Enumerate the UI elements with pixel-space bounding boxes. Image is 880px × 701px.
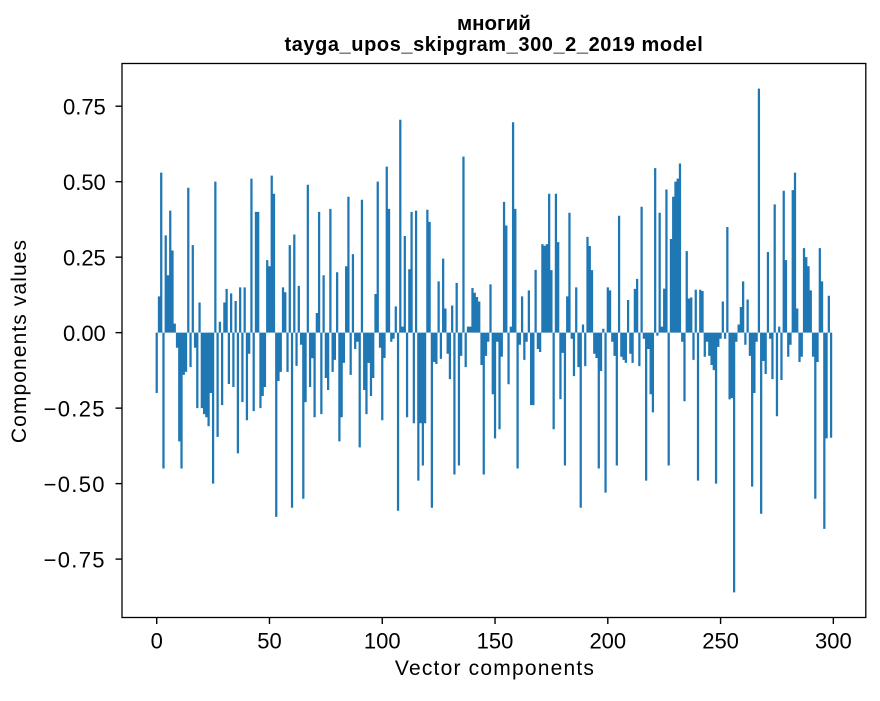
svg-text:200: 200 — [589, 629, 626, 654]
svg-text:50: 50 — [257, 629, 281, 654]
svg-text:0: 0 — [151, 629, 163, 654]
svg-text:−0.75: −0.75 — [44, 547, 106, 572]
svg-text:0.75: 0.75 — [63, 94, 106, 119]
svg-text:Vector components: Vector components — [395, 657, 595, 680]
svg-text:−0.25: −0.25 — [44, 396, 106, 421]
svg-text:100: 100 — [364, 629, 401, 654]
svg-text:0.00: 0.00 — [63, 321, 106, 346]
svg-text:tayga_upos_skipgram_300_2_2019: tayga_upos_skipgram_300_2_2019 model — [284, 34, 703, 56]
svg-text:−0.50: −0.50 — [44, 472, 106, 497]
svg-text:Components values: Components values — [8, 239, 31, 443]
svg-text:150: 150 — [477, 629, 514, 654]
svg-text:0.25: 0.25 — [63, 245, 106, 270]
svg-text:250: 250 — [702, 629, 739, 654]
svg-text:300: 300 — [815, 629, 852, 654]
svg-text:многий: многий — [457, 12, 531, 35]
svg-text:0.50: 0.50 — [63, 170, 106, 195]
